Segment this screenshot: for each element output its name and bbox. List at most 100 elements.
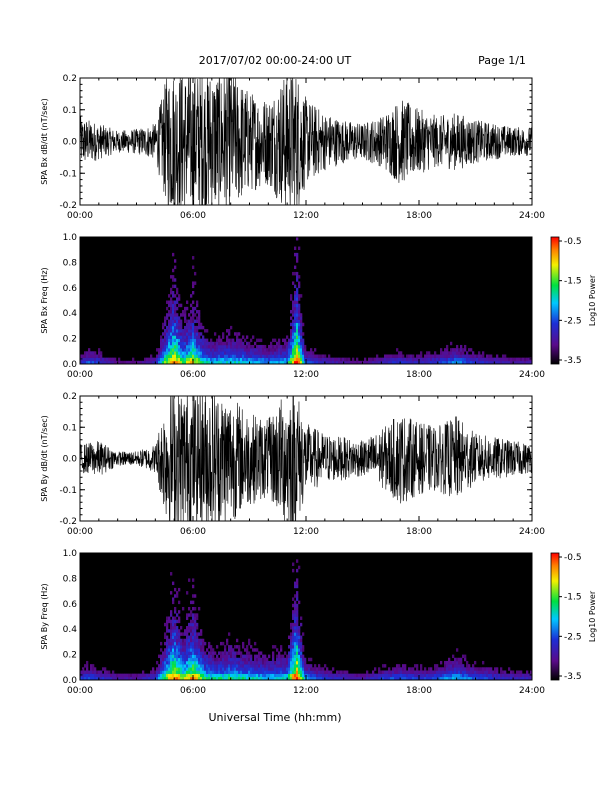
spectrogram-cell (382, 664, 385, 668)
spectrogram-cell (196, 329, 199, 333)
spectrogram-cell (246, 344, 249, 349)
spectrogram-cell (282, 657, 285, 662)
spectrogram-cell (306, 670, 309, 674)
spectrogram-cell (226, 670, 229, 674)
spectrogram-cell (176, 348, 179, 352)
spectrogram-cell (230, 648, 233, 652)
spectrogram-cell (166, 673, 169, 678)
spectrogram-cell (314, 670, 317, 674)
spectrogram-cell (136, 673, 139, 678)
spectrogram-cell (178, 351, 181, 355)
spectrogram-cell (266, 657, 269, 662)
spectrogram-cell (310, 348, 313, 352)
spectrogram-cell (256, 670, 259, 674)
spectrogram-cell (460, 660, 463, 665)
spectrogram-cell (420, 360, 423, 365)
spectrogram-cell (270, 357, 273, 362)
spectrogram-cell (298, 322, 301, 327)
spectrogram-cell (176, 306, 179, 311)
spectrogram-cell (298, 313, 301, 317)
spectrogram-cell (176, 332, 179, 336)
spectrogram-cell (164, 360, 167, 365)
spectrogram-cell (500, 676, 503, 681)
spectrogram-cell (462, 670, 465, 674)
spectrogram-cell (170, 673, 173, 678)
spectrogram-cell (172, 332, 175, 336)
spectrogram-cell (434, 670, 437, 674)
spectrogram-cell (296, 325, 299, 330)
spectrogram-cell (292, 335, 295, 339)
spectrogram-cell (202, 348, 205, 352)
spectrogram-cell (254, 341, 257, 346)
spectrogram-cell (206, 338, 209, 343)
spectrogram-cell (292, 670, 295, 674)
spectrogram-cell (306, 351, 309, 355)
spectrogram-cell (202, 670, 205, 674)
y-tick-label-3-2: 0.6 (63, 600, 78, 610)
spectrogram-cell (398, 351, 401, 355)
spectrogram-cell (212, 648, 215, 652)
spectrogram-cell (466, 673, 469, 678)
spectrogram-cell (460, 354, 463, 358)
spectrogram-cell (460, 344, 463, 349)
spectrogram-cell (252, 360, 255, 365)
spectrogram-cell (464, 344, 467, 349)
spectrogram-cell (272, 348, 275, 352)
spectrogram-cell (176, 300, 179, 304)
spectrogram-cell (260, 344, 263, 349)
spectrogram-cell (298, 676, 301, 681)
spectrogram-cell (174, 329, 177, 333)
spectrogram-cell (266, 357, 269, 362)
spectrogram-cell (248, 341, 251, 346)
spectrogram-cell (296, 237, 299, 241)
spectrogram-cell (398, 357, 401, 362)
spectrogram-cell (422, 670, 425, 674)
spectrogram-cell (318, 676, 321, 681)
spectrogram-cell (274, 357, 277, 362)
spectrogram-cell (170, 300, 173, 304)
spectrogram-cell (456, 657, 459, 662)
spectrogram-cell (176, 638, 179, 643)
spectrogram-cell (416, 354, 419, 358)
spectrogram-cell (276, 673, 279, 678)
spectrogram-cell (162, 657, 165, 662)
spectrogram-cell (312, 354, 315, 358)
spectrogram-cell (292, 645, 295, 649)
spectrogram-cell (276, 648, 279, 652)
spectrogram-cell (168, 660, 171, 665)
spectrogram-cell (282, 348, 285, 352)
spectrogram-cell (118, 673, 121, 678)
spectrogram-cell (320, 354, 323, 358)
spectrogram-cell (496, 676, 499, 681)
spectrogram-cell (168, 300, 171, 304)
spectrogram-cell (296, 294, 299, 298)
spectrogram-cell (216, 664, 219, 668)
spectrogram-cell (294, 619, 297, 624)
spectrogram-cell (224, 670, 227, 674)
spectrogram-cell (464, 667, 467, 671)
spectrogram-cell (392, 354, 395, 358)
spectrogram-cell (252, 354, 255, 358)
spectrogram-cell (234, 660, 237, 665)
spectrogram-cell (408, 667, 411, 671)
spectrogram-cell (202, 357, 205, 362)
spectrogram-cell (174, 313, 177, 317)
spectrogram-cell (402, 676, 405, 681)
spectrogram-cell (294, 651, 297, 655)
spectrogram-cell (278, 654, 281, 659)
spectrogram-cell (192, 606, 195, 611)
spectrogram-cell (262, 657, 265, 662)
spectrogram-cell (478, 673, 481, 678)
spectrogram-cell (418, 354, 421, 358)
spectrogram-cell (82, 360, 85, 365)
spectrogram-cell (162, 348, 165, 352)
spectrogram-cell (182, 341, 185, 346)
spectrogram-cell (278, 673, 281, 678)
spectrogram-cell (222, 664, 225, 668)
spectrogram-cell (294, 616, 297, 620)
spectrogram-cell (222, 641, 225, 646)
spectrogram-cell (180, 348, 183, 352)
spectrogram-cell (464, 360, 467, 365)
spectrogram-cell (88, 360, 91, 365)
spectrogram-cell (188, 344, 191, 349)
